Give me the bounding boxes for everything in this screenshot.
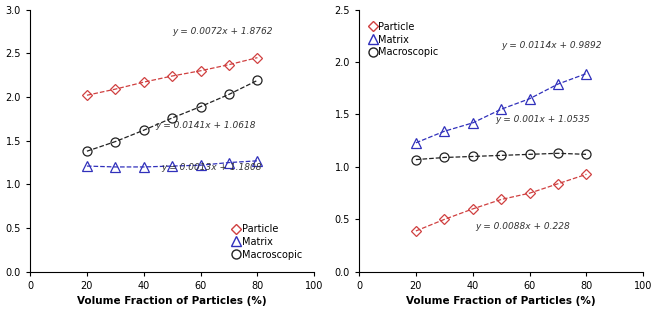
Text: y = 0.0072x + 1.8762: y = 0.0072x + 1.8762: [172, 27, 272, 36]
X-axis label: Volume Fraction of Particles (%): Volume Fraction of Particles (%): [78, 296, 267, 306]
Text: y = 0.0013x + 1.1808: y = 0.0013x + 1.1808: [161, 163, 261, 172]
Legend: Particle, Matrix, Macroscopic: Particle, Matrix, Macroscopic: [370, 20, 441, 59]
Text: y = 0.0114x + 0.9892: y = 0.0114x + 0.9892: [501, 41, 601, 50]
Text: y = 0.0088x + 0.228: y = 0.0088x + 0.228: [476, 222, 570, 231]
Text: y = 0.001x + 1.0535: y = 0.001x + 1.0535: [495, 115, 590, 124]
Text: y = 0.0141x + 1.0618: y = 0.0141x + 1.0618: [155, 121, 255, 130]
X-axis label: Volume Fraction of Particles (%): Volume Fraction of Particles (%): [407, 296, 596, 306]
Legend: Particle, Matrix, Macroscopic: Particle, Matrix, Macroscopic: [233, 222, 304, 262]
